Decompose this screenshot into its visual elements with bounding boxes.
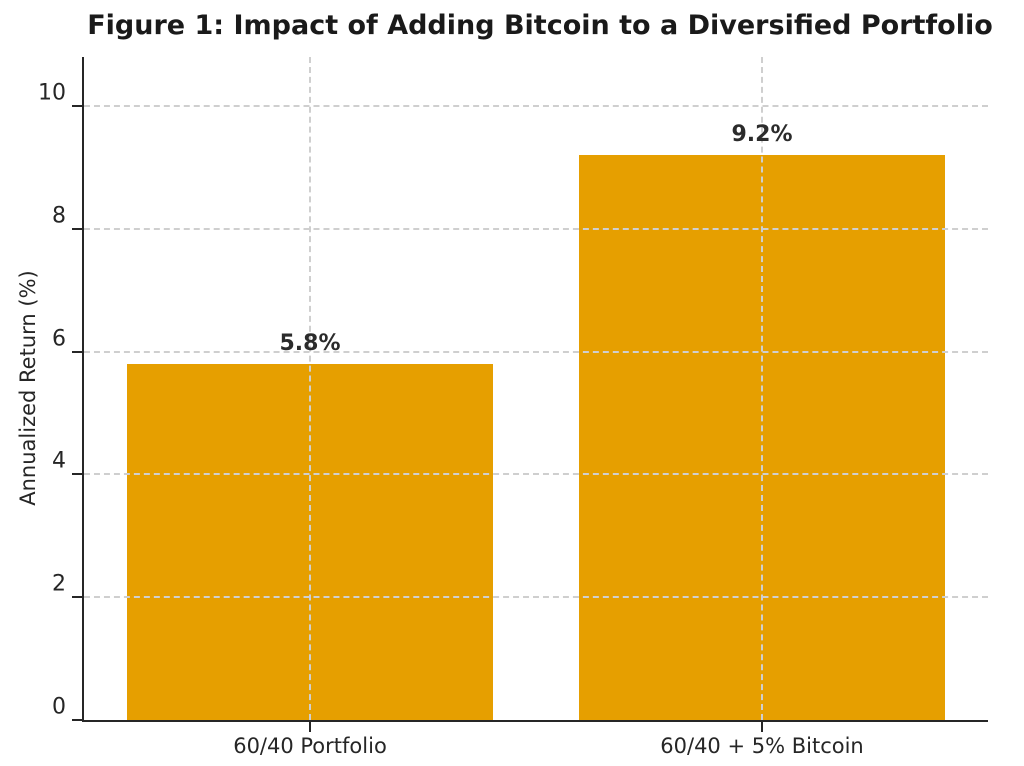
h-gridline xyxy=(84,350,988,353)
x-tick-label: 60/40 + 5% Bitcoin xyxy=(660,734,864,758)
y-tick-mark xyxy=(72,473,82,476)
h-gridline xyxy=(84,105,988,108)
bar-value-label: 9.2% xyxy=(731,122,793,148)
y-tick-mark xyxy=(72,105,82,108)
h-gridline xyxy=(84,227,988,230)
y-tick-label: 10 xyxy=(38,80,66,106)
y-tick-label: 8 xyxy=(52,203,66,229)
y-tick-mark xyxy=(72,227,82,230)
v-gridline xyxy=(309,57,311,720)
y-tick-mark xyxy=(72,350,82,353)
y-tick-label: 2 xyxy=(52,571,66,597)
x-tick-mark xyxy=(309,722,311,732)
x-tick-mark xyxy=(761,722,763,732)
h-gridline xyxy=(84,473,988,476)
chart-title: Figure 1: Impact of Adding Bitcoin to a … xyxy=(87,10,993,41)
y-tick-mark xyxy=(72,596,82,599)
y-tick-mark xyxy=(72,719,82,721)
h-gridline xyxy=(84,596,988,599)
x-axis-spine xyxy=(82,720,988,722)
y-tick-label: 4 xyxy=(52,448,66,474)
x-tick-label: 60/40 Portfolio xyxy=(233,734,387,758)
y-tick-label: 0 xyxy=(52,694,66,720)
y-tick-label: 6 xyxy=(52,326,66,352)
bar-value-label: 5.8% xyxy=(279,330,341,356)
plot-area: 0 2 4 6 8 10 5.8% 60/40 Portfolio 9.2% 60/40 + 5%… xyxy=(38,57,988,758)
v-gridline xyxy=(761,57,763,720)
y-axis-label: Annualized Return (%) xyxy=(16,270,40,506)
y-axis-spine xyxy=(82,57,84,722)
